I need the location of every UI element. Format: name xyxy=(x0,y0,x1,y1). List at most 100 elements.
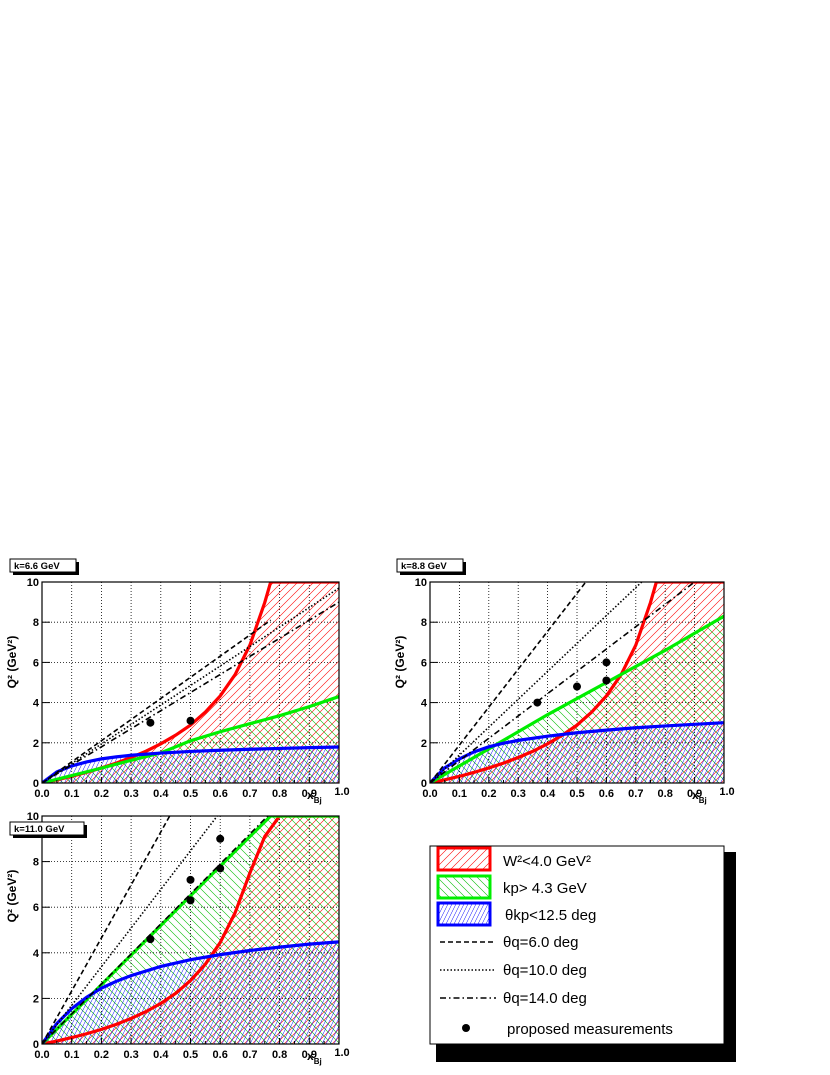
y-tick-label: 10 xyxy=(27,811,39,823)
y-tick-label: 4 xyxy=(421,698,428,710)
y-tick-label: 8 xyxy=(421,617,427,629)
series-line-3 xyxy=(430,721,724,783)
x-tick-label: 0.7 xyxy=(628,788,643,800)
y-tick-label: 4 xyxy=(33,698,40,710)
x-tick-label: 0.4 xyxy=(540,788,556,800)
hatch-region-3 xyxy=(42,941,339,1044)
x-tick-label: 0.1 xyxy=(452,788,467,800)
y-tick-label: 2 xyxy=(33,993,39,1005)
y-tick-label: 2 xyxy=(421,738,427,750)
x-tick-label: 1.0 xyxy=(334,786,349,798)
x-tick-label: 0.6 xyxy=(599,788,614,800)
measurement-point xyxy=(602,658,611,667)
series-line-1 xyxy=(42,816,339,1044)
grid xyxy=(430,582,724,783)
y-tick-label: 10 xyxy=(27,577,39,589)
y-axis-label: Q² (GeV²) xyxy=(5,636,19,689)
y-tick-label: 10 xyxy=(415,577,427,589)
y-tick-label: 0 xyxy=(33,1039,39,1051)
legend: W²<4.0 GeV² kp> 4.3 GeV θkp<12.5 deg θq=… xyxy=(429,845,736,1062)
x-tick-label: 1.0 xyxy=(719,786,734,798)
x-tick-label: 0.0 xyxy=(34,788,49,800)
y-tick-label: 8 xyxy=(33,857,39,869)
series-line-3 xyxy=(42,940,339,1044)
chart-panel-1: 0.0 0.1 0.2 0.3 0.4 0.5 0.6 0.7 0.8 0.9 1.0 0 2 4 6 8 10… xyxy=(5,558,350,805)
y-axis-label: Q² (GeV²) xyxy=(393,636,407,689)
y-tick-label: 0 xyxy=(33,778,39,790)
x-tick-label: 0.6 xyxy=(213,788,228,800)
title-box xyxy=(9,558,77,573)
chart-title: k=8.8 GeV xyxy=(401,561,447,572)
title-box xyxy=(396,558,464,573)
x-tick-label: 0.4 xyxy=(153,788,169,800)
legend-label-thq10: θq=10.0 deg xyxy=(503,962,587,979)
y-tick-label: 6 xyxy=(421,657,427,669)
x-tick-label: 0.6 xyxy=(213,1049,228,1061)
legend-label-thkp: θkp<12.5 deg xyxy=(505,907,596,924)
x-tick-label: 0.1 xyxy=(64,1049,79,1061)
series-line-2 xyxy=(42,816,339,1044)
x-tick-label: 0.8 xyxy=(658,788,673,800)
legend-label-w2: W²<4.0 GeV² xyxy=(503,853,591,870)
x-tick-label: 0.4 xyxy=(153,1049,169,1061)
chart-title: k=11.0 GeV xyxy=(14,824,65,835)
x-tick-label: 0.7 xyxy=(242,1049,257,1061)
x-tick-label: 1.0 xyxy=(334,1047,349,1059)
y-tick-label: 2 xyxy=(33,738,39,750)
series-line-3 xyxy=(42,745,339,783)
x-tick-label: 0.5 xyxy=(569,788,584,800)
x-tick-label: 0.0 xyxy=(422,788,437,800)
legend-swatch-w2 xyxy=(436,846,492,872)
title-box xyxy=(9,821,85,836)
legend-label-thq14: θq=14.0 deg xyxy=(503,990,587,1007)
x-tick-label: 0.8 xyxy=(272,1049,287,1061)
series-line-6 xyxy=(42,601,339,783)
measurement-point xyxy=(186,716,195,725)
x-axis-label: xBj xyxy=(307,1049,322,1066)
x-tick-label: 0.3 xyxy=(123,788,138,800)
x-tick-label: 0.3 xyxy=(511,788,526,800)
y-tick-label: 6 xyxy=(33,657,39,669)
x-tick-label: 0.5 xyxy=(183,788,198,800)
chart-title: k=6.6 GeV xyxy=(14,561,60,572)
chart-panel-3: 0.0 0.1 0.2 0.3 0.4 0.5 0.6 0.7 0.8 0.9 1.0 0 2 4 6 8 10… xyxy=(5,811,350,1066)
legend-label-kp: kp> 4.3 GeV xyxy=(503,880,587,897)
measurement-point xyxy=(146,718,155,727)
series-line-5 xyxy=(42,816,218,1044)
x-tick-label: 0.0 xyxy=(34,1049,49,1061)
x-tick-label: 0.9 xyxy=(302,1049,317,1061)
x-tick-label: 0.2 xyxy=(94,788,109,800)
series-line-6 xyxy=(430,582,696,783)
series-line-2 xyxy=(430,614,724,783)
series-line-4 xyxy=(42,619,272,783)
x-tick-label: 0.3 xyxy=(123,1049,138,1061)
x-tick-label: 0.9 xyxy=(687,788,702,800)
legend-label-thq6: θq=6.0 deg xyxy=(503,934,579,951)
measurement-point xyxy=(186,896,195,905)
y-axis-label: Q² (GeV²) xyxy=(5,870,19,923)
measurement-point xyxy=(146,935,155,944)
legend-label-meas: proposed measurements xyxy=(507,1021,673,1038)
x-tick-label: 0.5 xyxy=(183,1049,198,1061)
measurement-point xyxy=(602,676,611,685)
y-tick-label: 4 xyxy=(33,948,40,960)
legend-swatch-kp xyxy=(436,874,492,900)
chart-panel-2: 0.0 0.1 0.2 0.3 0.4 0.5 0.6 0.7 0.8 0.9 1.0 0 2 4 6 8 10… xyxy=(393,558,735,805)
series-line-4 xyxy=(430,582,587,783)
measurement-point xyxy=(216,834,225,843)
series-line-1 xyxy=(430,582,724,783)
series-line-4 xyxy=(42,816,171,1044)
x-tick-label: 0.7 xyxy=(242,788,257,800)
x-tick-label: 0.8 xyxy=(272,788,287,800)
x-axis-label: xBj xyxy=(307,788,322,805)
x-tick-label: 0.2 xyxy=(94,1049,109,1061)
hatch-region-3 xyxy=(430,722,724,783)
legend-marker-meas xyxy=(462,1024,470,1032)
x-tick-label: 0.2 xyxy=(481,788,496,800)
series-line-2 xyxy=(42,695,339,783)
measurement-point xyxy=(533,698,542,707)
y-tick-label: 0 xyxy=(421,778,427,790)
legend-swatch-thkp xyxy=(436,901,492,927)
measurement-point xyxy=(186,875,195,884)
